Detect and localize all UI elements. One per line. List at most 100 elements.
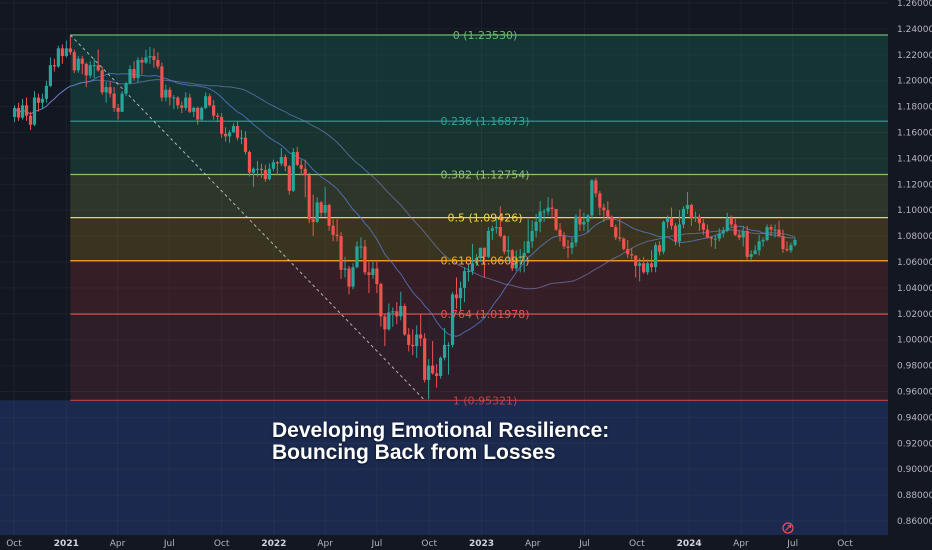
candle-body — [116, 107, 120, 112]
candle-body — [160, 66, 164, 98]
candle-body — [458, 287, 463, 299]
candle-188 — [761, 237, 765, 247]
time-tick-1: 2021 — [54, 539, 79, 549]
candle-102 — [419, 313, 423, 347]
fib-trend-line — [69, 34, 426, 401]
price-tick-11: 1.04000 — [897, 284, 932, 294]
candle-62 — [259, 163, 264, 178]
candle-29 — [128, 65, 132, 85]
candle-body — [661, 221, 666, 252]
candle-body — [554, 208, 558, 230]
candle-body — [431, 365, 435, 374]
candle-140 — [570, 237, 574, 255]
candle-36 — [156, 52, 160, 70]
candle-71 — [295, 146, 299, 167]
candle-body — [765, 227, 769, 240]
replay-icon[interactable] — [782, 522, 794, 534]
candle-39 — [168, 87, 172, 106]
candle-63 — [263, 164, 268, 182]
candle-128 — [522, 241, 526, 273]
candle-33 — [144, 49, 148, 64]
candle-body — [367, 272, 371, 275]
candle-body — [665, 217, 670, 222]
candle-171 — [693, 211, 698, 222]
price-tick-0: 1.26000 — [897, 0, 932, 9]
price-axis[interactable] — [888, 0, 932, 550]
candles — [12, 35, 797, 400]
candle-135 — [550, 198, 554, 218]
candle-122 — [498, 206, 502, 238]
candle-body — [685, 205, 690, 209]
candle-body — [351, 267, 355, 287]
candle-156 — [634, 255, 638, 278]
fib-zone-5 — [70, 314, 888, 401]
candle-body — [618, 237, 622, 239]
candle-43 — [184, 92, 188, 111]
candle-body — [526, 241, 530, 253]
candle-body — [379, 284, 383, 317]
candle-106 — [435, 364, 439, 388]
candle-56 — [235, 120, 240, 141]
candle-body — [287, 166, 291, 191]
candle-body — [76, 58, 80, 71]
candle-120 — [490, 225, 494, 240]
candle-87 — [359, 237, 363, 259]
candle-body — [717, 233, 721, 239]
candle-body — [327, 205, 331, 226]
time-axis[interactable] — [0, 535, 932, 550]
candle-74 — [307, 172, 311, 224]
candle-103 — [423, 333, 427, 383]
candle-body — [48, 65, 53, 86]
candle-84 — [347, 265, 351, 295]
candle-193 — [781, 229, 785, 253]
candle-24 — [108, 81, 112, 98]
candle-44 — [188, 93, 192, 114]
candle-94 — [387, 303, 391, 331]
candle-60 — [251, 167, 256, 187]
candle-body — [391, 311, 395, 313]
candle-body — [781, 236, 785, 250]
time-tick-8: Oct — [421, 539, 437, 549]
candle-body — [259, 168, 264, 171]
candle-body — [681, 208, 686, 225]
candle-body — [657, 245, 662, 252]
candle-body — [279, 157, 283, 164]
candle-59 — [247, 150, 252, 177]
candle-body — [578, 216, 582, 225]
candle-body — [494, 227, 498, 229]
candle-body — [140, 59, 144, 63]
candle-body — [68, 48, 72, 53]
candle-69 — [287, 164, 291, 195]
candle-20 — [92, 58, 96, 79]
candle-body — [566, 246, 570, 248]
candle-body — [693, 216, 698, 218]
candle-155 — [630, 247, 634, 260]
candle-78 — [323, 186, 327, 217]
candle-112 — [458, 281, 463, 312]
candle-164 — [665, 215, 670, 229]
candle-body — [395, 311, 399, 317]
candle-170 — [689, 203, 694, 226]
candle-19 — [88, 61, 92, 79]
candle-body — [64, 48, 68, 57]
candle-66 — [275, 160, 279, 176]
candle-47 — [200, 106, 204, 121]
candle-body — [180, 105, 184, 108]
candle-body — [574, 216, 578, 243]
candle-65 — [271, 159, 275, 172]
candle-body — [518, 256, 522, 259]
candle-160 — [650, 250, 654, 273]
candle-body — [530, 230, 534, 242]
candle-95 — [391, 307, 395, 327]
time-tick-10: Apr — [525, 539, 541, 549]
price-tick-7: 1.12000 — [897, 180, 932, 190]
candle-114 — [466, 263, 471, 282]
fib-zone-6 — [0, 400, 888, 535]
candle-132 — [538, 201, 542, 233]
candle-32 — [140, 57, 144, 75]
candle-67 — [279, 148, 283, 167]
candle-body — [614, 227, 618, 238]
candle-body — [753, 250, 757, 255]
price-tick-16: 0.94000 — [897, 413, 932, 423]
